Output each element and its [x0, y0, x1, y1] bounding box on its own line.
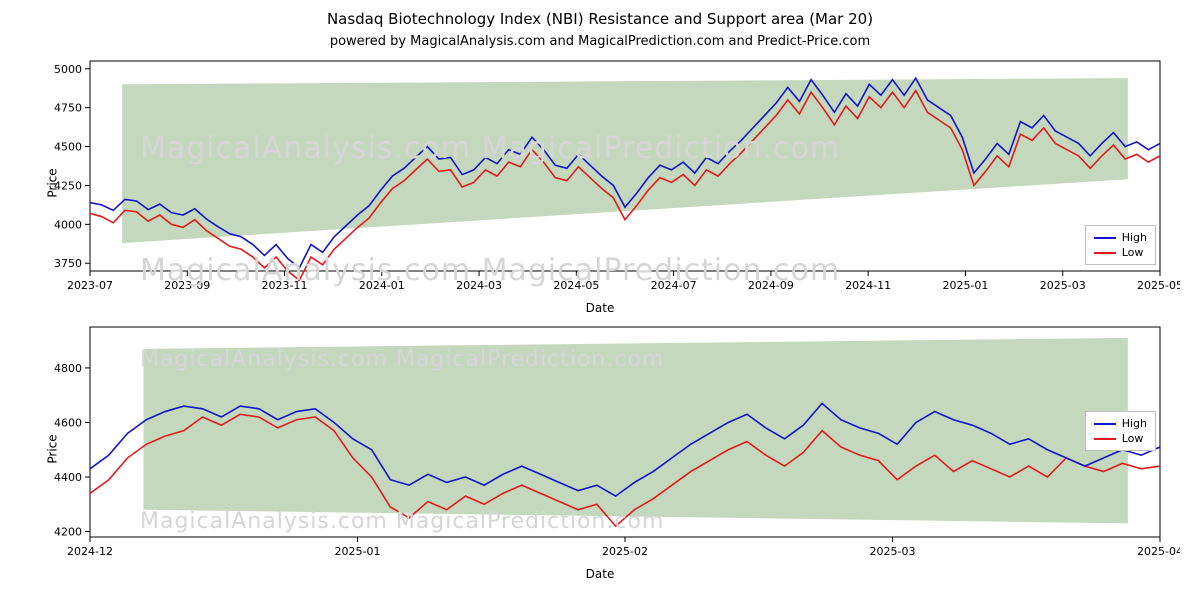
svg-text:4750: 4750: [54, 102, 82, 115]
svg-text:2024-09: 2024-09: [748, 279, 794, 292]
bottom-x-axis-label: Date: [20, 567, 1180, 581]
legend-row-high: High: [1094, 230, 1147, 245]
svg-text:5000: 5000: [54, 63, 82, 76]
top-legend: High Low: [1085, 225, 1156, 265]
bottom-chart: Price MagicalAnalysis.com MagicalPredict…: [20, 319, 1180, 579]
legend-label-high-b: High: [1122, 417, 1147, 430]
svg-text:2024-05: 2024-05: [553, 279, 599, 292]
svg-text:2025-05: 2025-05: [1137, 279, 1180, 292]
svg-text:4200: 4200: [54, 526, 82, 539]
chart-title: Nasdaq Biotechnology Index (NBI) Resista…: [0, 0, 1200, 28]
top-x-axis-label: Date: [20, 301, 1180, 315]
svg-text:2023-09: 2023-09: [164, 279, 210, 292]
top-y-axis-label: Price: [46, 168, 60, 197]
legend-swatch-low: [1094, 252, 1116, 254]
svg-text:2024-07: 2024-07: [651, 279, 697, 292]
svg-text:2024-12: 2024-12: [67, 545, 113, 558]
legend-row-low-b: Low: [1094, 431, 1147, 446]
top-chart: Price MagicalAnalysis.com MagicalPredict…: [20, 53, 1180, 313]
legend-label-low-b: Low: [1122, 432, 1144, 445]
svg-text:2024-11: 2024-11: [845, 279, 891, 292]
svg-text:4400: 4400: [54, 471, 82, 484]
legend-row-high-b: High: [1094, 416, 1147, 431]
svg-text:2023-11: 2023-11: [262, 279, 308, 292]
svg-text:2024-03: 2024-03: [456, 279, 502, 292]
top-chart-svg: 3750400042504500475050002023-072023-0920…: [20, 53, 1180, 299]
svg-text:2025-03: 2025-03: [870, 545, 916, 558]
svg-text:3750: 3750: [54, 257, 82, 270]
svg-text:2025-01: 2025-01: [335, 545, 381, 558]
svg-text:2025-04: 2025-04: [1137, 545, 1180, 558]
svg-text:2025-02: 2025-02: [602, 545, 648, 558]
bottom-y-axis-label: Price: [46, 434, 60, 463]
legend-swatch-low-b: [1094, 438, 1116, 440]
legend-row-low: Low: [1094, 245, 1147, 260]
bottom-legend: High Low: [1085, 411, 1156, 451]
legend-swatch-high-b: [1094, 423, 1116, 425]
chart-subtitle: powered by MagicalAnalysis.com and Magic…: [0, 28, 1200, 53]
legend-label-high: High: [1122, 231, 1147, 244]
svg-text:4500: 4500: [54, 141, 82, 154]
bottom-chart-svg: 4200 4400 4600 4800 2024-12 2025-01 2025-02 202…: [20, 319, 1180, 565]
svg-text:4000: 4000: [54, 218, 82, 231]
legend-label-low: Low: [1122, 246, 1144, 259]
svg-text:2025-03: 2025-03: [1040, 279, 1086, 292]
svg-text:4800: 4800: [54, 362, 82, 375]
svg-text:2023-07: 2023-07: [67, 279, 113, 292]
svg-text:2024-01: 2024-01: [359, 279, 405, 292]
legend-swatch-high: [1094, 237, 1116, 239]
svg-text:4600: 4600: [54, 416, 82, 429]
svg-text:2025-01: 2025-01: [942, 279, 988, 292]
